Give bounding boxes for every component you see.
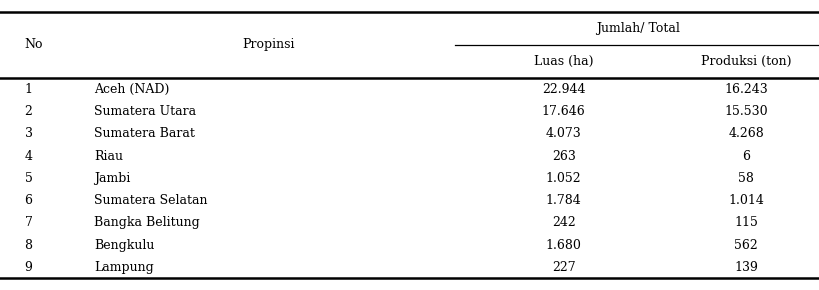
Text: 1.784: 1.784 <box>545 194 581 207</box>
Text: Sumatera Selatan: Sumatera Selatan <box>94 194 207 207</box>
Text: 115: 115 <box>733 216 758 229</box>
Text: Aceh (NAD): Aceh (NAD) <box>94 83 170 96</box>
Text: 15.530: 15.530 <box>723 105 767 118</box>
Text: 6: 6 <box>741 150 749 163</box>
Text: 4.268: 4.268 <box>727 127 763 140</box>
Text: 4: 4 <box>25 150 33 163</box>
Text: 1.052: 1.052 <box>545 172 581 185</box>
Text: 2: 2 <box>25 105 33 118</box>
Text: Bangka Belitung: Bangka Belitung <box>94 216 200 229</box>
Text: 58: 58 <box>737 172 753 185</box>
Text: Riau: Riau <box>94 150 123 163</box>
Text: Sumatera Utara: Sumatera Utara <box>94 105 197 118</box>
Text: Lampung: Lampung <box>94 261 154 274</box>
Text: 1.014: 1.014 <box>727 194 763 207</box>
Text: 3: 3 <box>25 127 33 140</box>
Text: Produksi (ton): Produksi (ton) <box>700 55 790 68</box>
Text: 139: 139 <box>733 261 758 274</box>
Text: 8: 8 <box>25 239 33 251</box>
Text: 1: 1 <box>25 83 33 96</box>
Text: 17.646: 17.646 <box>541 105 585 118</box>
Text: 242: 242 <box>551 216 575 229</box>
Text: No: No <box>25 39 43 51</box>
Text: 5: 5 <box>25 172 33 185</box>
Text: 7: 7 <box>25 216 33 229</box>
Text: Luas (ha): Luas (ha) <box>533 55 593 68</box>
Text: Bengkulu: Bengkulu <box>94 239 155 251</box>
Text: Sumatera Barat: Sumatera Barat <box>94 127 195 140</box>
Text: 22.944: 22.944 <box>541 83 585 96</box>
Text: Jumlah/ Total: Jumlah/ Total <box>595 22 679 35</box>
Text: Propinsi: Propinsi <box>242 39 295 51</box>
Text: Jambi: Jambi <box>94 172 130 185</box>
Text: 227: 227 <box>551 261 575 274</box>
Text: 263: 263 <box>551 150 575 163</box>
Text: 562: 562 <box>734 239 757 251</box>
Text: 16.243: 16.243 <box>723 83 767 96</box>
Text: 6: 6 <box>25 194 33 207</box>
Text: 1.680: 1.680 <box>545 239 581 251</box>
Text: 4.073: 4.073 <box>545 127 581 140</box>
Text: 9: 9 <box>25 261 33 274</box>
